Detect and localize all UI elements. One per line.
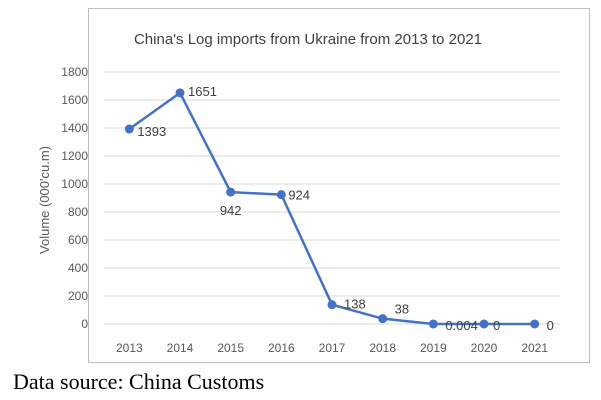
y-tick-label: 1400 bbox=[61, 121, 88, 135]
data-point bbox=[479, 319, 489, 329]
data-label: 0 bbox=[547, 318, 554, 333]
data-source-caption: Data source: China Customs bbox=[13, 369, 265, 394]
data-label: 138 bbox=[344, 297, 366, 312]
data-series bbox=[124, 88, 540, 329]
x-tick-label: 2015 bbox=[217, 341, 244, 355]
x-tick-label: 2013 bbox=[116, 341, 143, 355]
x-tick-label: 2017 bbox=[319, 341, 346, 355]
data-label: 0.004 bbox=[445, 318, 478, 333]
data-label: 1651 bbox=[188, 84, 217, 99]
y-tick-label: 1800 bbox=[61, 65, 88, 79]
data-label: 1393 bbox=[137, 124, 166, 139]
chart-area bbox=[88, 8, 590, 363]
data-label: 942 bbox=[220, 203, 242, 218]
data-point bbox=[428, 319, 438, 329]
data-point bbox=[124, 124, 134, 134]
x-tick-label: 2016 bbox=[268, 341, 295, 355]
x-tick-label: 2021 bbox=[521, 341, 548, 355]
data-label: 0 bbox=[493, 318, 500, 333]
data-point bbox=[530, 319, 540, 329]
x-tick-label: 2020 bbox=[471, 341, 498, 355]
y-axis-ticks: 0 200 400 600 800 1000 1200 1400 1600 1800 bbox=[61, 65, 88, 331]
y-tick-label: 1600 bbox=[61, 93, 88, 107]
x-tick-label: 2014 bbox=[167, 341, 194, 355]
data-point bbox=[276, 190, 286, 200]
data-point bbox=[378, 314, 388, 324]
x-tick-label: 2018 bbox=[369, 341, 396, 355]
y-tick-label: 1000 bbox=[61, 177, 88, 191]
y-tick-label: 200 bbox=[68, 289, 88, 303]
y-tick-label: 800 bbox=[68, 205, 88, 219]
data-point bbox=[226, 187, 236, 197]
y-tick-label: 400 bbox=[68, 261, 88, 275]
gridlines bbox=[104, 71, 560, 325]
y-tick-label: 0 bbox=[81, 317, 88, 331]
data-point bbox=[175, 88, 185, 98]
y-axis-label: Volume (000'cu.m) bbox=[37, 146, 52, 254]
chart-title: China's Log imports from Ukraine from 20… bbox=[134, 31, 482, 48]
data-label: 38 bbox=[395, 302, 409, 317]
x-axis-ticks: 2013 2014 2015 2016 2017 2018 2019 2020 2021 bbox=[116, 341, 548, 355]
data-point bbox=[327, 300, 337, 310]
y-tick-label: 600 bbox=[68, 233, 88, 247]
data-labels: 1393 1651 942 924 138 38 0.004 0 0 bbox=[137, 84, 554, 333]
data-label: 924 bbox=[288, 188, 310, 203]
x-tick-label: 2019 bbox=[420, 341, 447, 355]
y-tick-label: 1200 bbox=[61, 149, 88, 163]
